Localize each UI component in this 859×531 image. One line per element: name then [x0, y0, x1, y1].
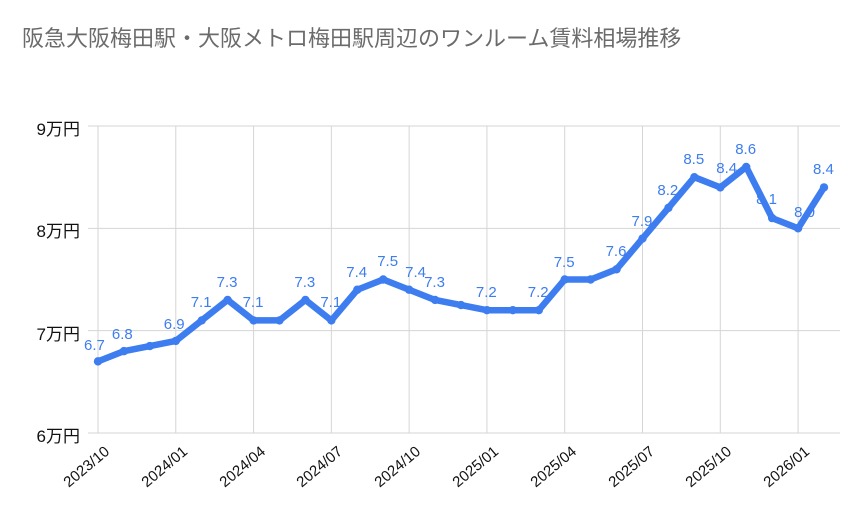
data-point-value-label: 8.2 [657, 181, 679, 199]
data-point-value-label: 7.2 [527, 284, 549, 302]
data-point-marker[interactable] [145, 341, 155, 351]
data-point-value-label: 7.1 [190, 294, 212, 312]
data-point-value-label: 7.3 [294, 273, 316, 291]
data-point-value-label: 7.5 [377, 252, 399, 270]
series-line [94, 163, 828, 365]
data-point-marker[interactable] [742, 162, 751, 172]
data-point-marker[interactable] [301, 295, 310, 305]
data-point-value-label: 7.3 [216, 273, 238, 291]
y-axis-tick-label: 6万円 [36, 427, 80, 446]
data-point-marker[interactable] [379, 275, 388, 284]
data-point-marker[interactable] [482, 306, 492, 315]
data-point-value-label: 6.9 [163, 315, 185, 333]
data-point-value-label: 7.3 [424, 273, 445, 291]
data-point-marker[interactable] [223, 295, 232, 305]
data-point-value-label: 8.4 [813, 161, 834, 179]
data-point-marker[interactable] [93, 357, 103, 366]
page-title: 阪急大阪梅田駅・大阪メトロ梅田駅周辺のワンルーム賃料相場推移 [22, 26, 682, 51]
data-point-marker[interactable] [819, 183, 829, 192]
data-point-value-label: 8.4 [716, 160, 738, 178]
data-point-marker[interactable] [664, 203, 673, 213]
data-point-marker[interactable] [612, 265, 621, 274]
data-point-value-label: 7.1 [320, 294, 342, 312]
y-axis-tick-label: 7万円 [36, 324, 80, 344]
data-point-value-label: 7.2 [475, 284, 497, 302]
data-point-marker[interactable] [690, 172, 699, 182]
data-point-marker[interactable] [456, 300, 466, 310]
data-point-marker[interactable] [430, 295, 440, 305]
data-point-value-label: 7.4 [405, 263, 426, 281]
data-point-marker[interactable] [171, 336, 180, 346]
data-point-value-label: 6.8 [111, 326, 133, 344]
data-point-value-label: 7.4 [346, 263, 368, 281]
y-axis-tick-label: 9万円 [36, 120, 80, 139]
data-point-value-label: 7.1 [242, 294, 264, 312]
data-point-marker[interactable] [534, 306, 543, 315]
data-point-marker[interactable] [793, 224, 803, 233]
data-point-value-label: 8.1 [756, 191, 777, 209]
data-point-value-label: 7.5 [553, 253, 575, 271]
line-path [94, 163, 828, 365]
data-point-marker[interactable] [275, 316, 284, 325]
data-point-value-label: 8.6 [735, 140, 757, 158]
data-point-value-label: 8.5 [683, 151, 705, 169]
data-point-marker[interactable] [716, 183, 725, 192]
data-point-marker[interactable] [327, 316, 336, 325]
data-point-marker[interactable] [249, 316, 258, 325]
data-point-value-label: 8.0 [794, 204, 815, 222]
data-point-value-label: 7.9 [631, 212, 653, 230]
data-point-marker[interactable] [508, 306, 518, 315]
data-point-marker[interactable] [404, 285, 414, 294]
data-point-marker[interactable] [119, 346, 129, 356]
y-axis-tick-label: 8万円 [36, 222, 80, 242]
data-point-value-label: 7.6 [605, 243, 627, 261]
data-point-marker[interactable] [197, 316, 206, 325]
data-point-marker[interactable] [638, 234, 647, 243]
data-point-marker[interactable] [586, 275, 595, 284]
data-point-marker[interactable] [560, 275, 569, 284]
data-point-marker[interactable] [353, 285, 362, 294]
series-markers [93, 162, 829, 366]
data-point-value-label: 6.7 [84, 337, 105, 355]
data-point-marker[interactable] [767, 213, 777, 223]
